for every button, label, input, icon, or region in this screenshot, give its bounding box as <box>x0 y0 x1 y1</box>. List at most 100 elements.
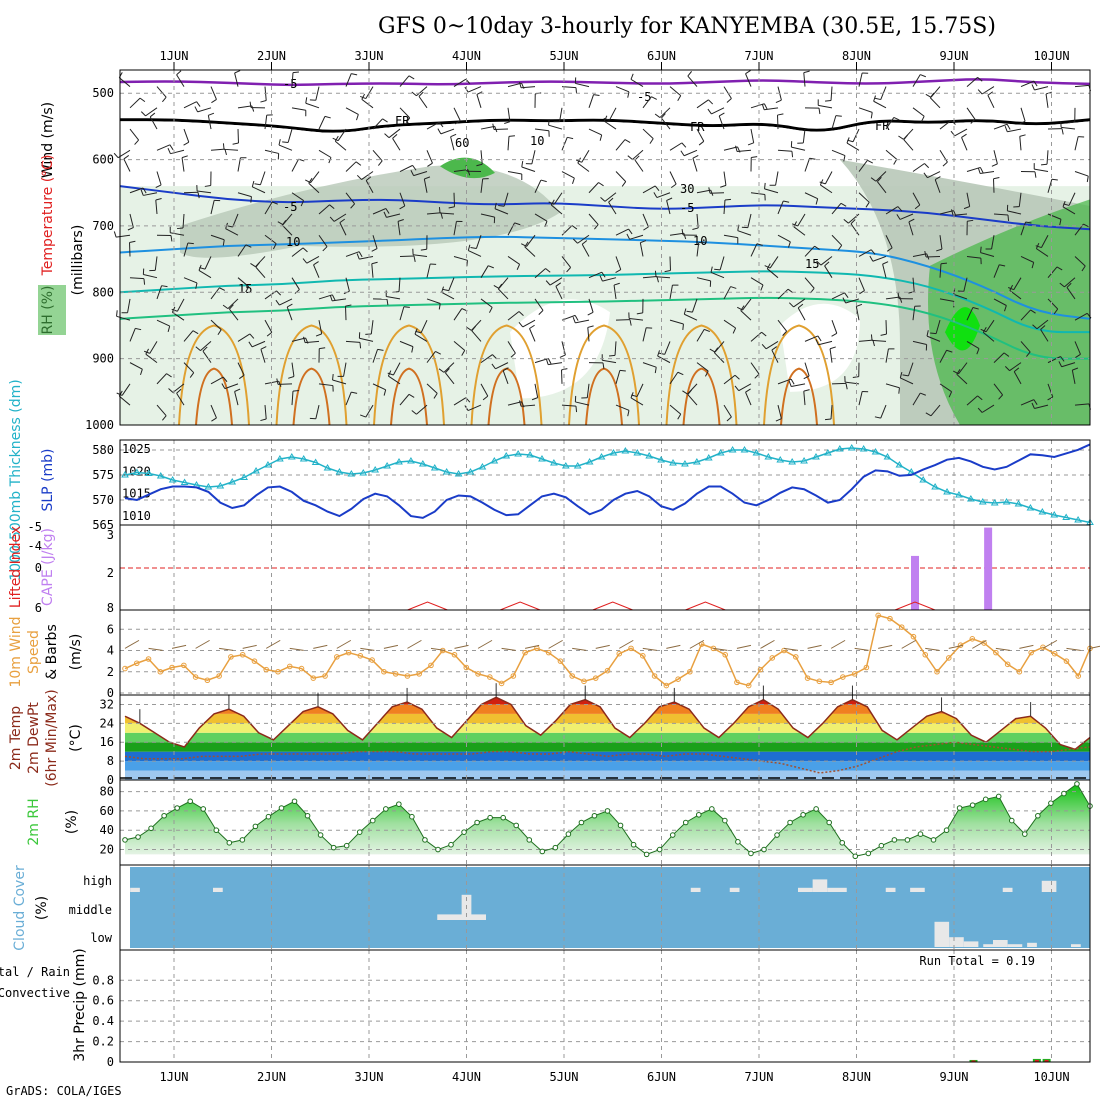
wind-barb <box>793 226 806 236</box>
wind-barb-10m <box>925 647 940 651</box>
wind-barb-flag <box>572 238 578 244</box>
wind-barb-flag <box>803 389 810 392</box>
wind-barb <box>337 128 347 141</box>
rh-point <box>304 812 311 819</box>
wind-barb <box>359 255 374 260</box>
wind-barb-flag <box>382 118 388 123</box>
wind-barb <box>291 391 294 406</box>
wind-barb-flag <box>920 116 925 122</box>
wind-barb-flag <box>162 96 167 103</box>
contour-label: FR <box>875 119 890 133</box>
y-tick-label-cape: 3 <box>107 528 114 542</box>
wind-barb-flag <box>339 218 346 224</box>
y-tick-label-slp: 1010 <box>122 509 151 523</box>
wind-barb <box>392 362 401 376</box>
wind-barb <box>555 286 563 300</box>
wind-barb <box>802 128 806 144</box>
rh-point <box>813 806 819 812</box>
wind-barb-flag <box>575 406 578 413</box>
wind-barb <box>766 268 779 279</box>
wind-barb-flag <box>308 177 313 184</box>
wind-barb-flag <box>222 376 228 383</box>
wind-barb-flag <box>491 363 496 370</box>
wind-speed-point <box>416 671 423 677</box>
wind-barb <box>453 255 468 261</box>
wind-barb <box>885 348 889 363</box>
wind-barb-flag <box>680 150 685 157</box>
wind-barb <box>172 383 185 393</box>
wind-barb-flag <box>529 324 535 329</box>
wind-barb-flag <box>545 280 551 286</box>
ylabel-slp: SLP (mb) <box>40 448 56 511</box>
wind-barb <box>818 104 833 109</box>
wind-barb-flag <box>575 87 578 94</box>
x-tick-label-top: 8JUN <box>842 49 871 63</box>
wind-barb <box>426 212 441 215</box>
wind-barb-flag <box>502 367 509 372</box>
wind-barb-10m <box>265 639 281 649</box>
wind-barb <box>696 99 709 109</box>
wind-barb-flag <box>929 92 935 99</box>
wind-barb-flag <box>735 145 738 152</box>
wind-barb-flag <box>358 251 363 258</box>
wind-barb-flag <box>626 233 631 240</box>
wind-barb <box>939 383 952 393</box>
wind-barb-flag <box>815 198 819 205</box>
wind-barb-flag <box>754 373 760 379</box>
slp-line <box>124 443 1091 519</box>
ylabel-cloud-units: (%) <box>34 896 50 920</box>
wind-barb <box>669 371 679 385</box>
temp-band <box>125 697 1090 705</box>
wind-barb-flag <box>272 243 277 250</box>
lifted-index-bump <box>407 601 448 611</box>
wind-barb-flag <box>167 147 171 154</box>
wind-barb <box>372 383 386 391</box>
wind-barb-flag <box>961 133 967 138</box>
wind-barb <box>345 73 352 87</box>
wind-barb <box>858 339 873 342</box>
wind-barb-flag <box>145 348 150 355</box>
contour-label: FR <box>690 120 705 134</box>
wind-barb <box>912 277 915 292</box>
wind-barb-10m <box>454 644 469 649</box>
y-tick-label: 600 <box>92 153 114 167</box>
wind-barb-flag <box>1061 128 1064 135</box>
wind-barb <box>723 199 726 215</box>
wind-barb-flag <box>482 395 489 401</box>
contour-label: 15 <box>805 257 819 271</box>
wind-barb-flag <box>250 262 256 268</box>
rh-point <box>148 825 154 832</box>
wind-barb-flag <box>412 165 417 171</box>
wind-barb <box>1074 312 1088 321</box>
rh-point <box>1061 790 1067 797</box>
wind-barb <box>399 107 411 119</box>
wind-barb <box>966 107 976 120</box>
wind-barb-flag <box>581 240 588 245</box>
wind-barb-10m <box>313 644 328 649</box>
wind-barb-flag <box>756 243 763 246</box>
ylabel-wind-speed: Speed <box>26 630 42 674</box>
wind-barb <box>615 171 627 182</box>
rh-point <box>617 822 624 829</box>
wind-barb <box>234 391 239 406</box>
wind-barb-flag <box>169 144 174 151</box>
ylabel-wind-units: (m/s) <box>68 634 84 671</box>
wind-barb-flag <box>249 333 255 339</box>
wind-barb <box>577 234 590 244</box>
wind-barb <box>183 362 195 374</box>
wind-barb <box>830 405 833 420</box>
cloud-bar-high <box>885 887 896 892</box>
wind-barb-flag <box>492 354 498 360</box>
wind-speed-point <box>1051 650 1058 657</box>
rh-point <box>252 823 259 830</box>
wind-barb <box>361 171 374 180</box>
wind-barb <box>416 404 428 415</box>
wind-barb <box>587 327 590 342</box>
wind-barb <box>845 298 860 304</box>
wind-barb-flag <box>438 303 441 310</box>
cloud-bar-high <box>798 887 813 892</box>
wind-barb <box>1020 256 1034 263</box>
wind-barb-flag <box>127 227 134 231</box>
rh-point <box>956 805 963 811</box>
wind-barb <box>1020 399 1035 406</box>
